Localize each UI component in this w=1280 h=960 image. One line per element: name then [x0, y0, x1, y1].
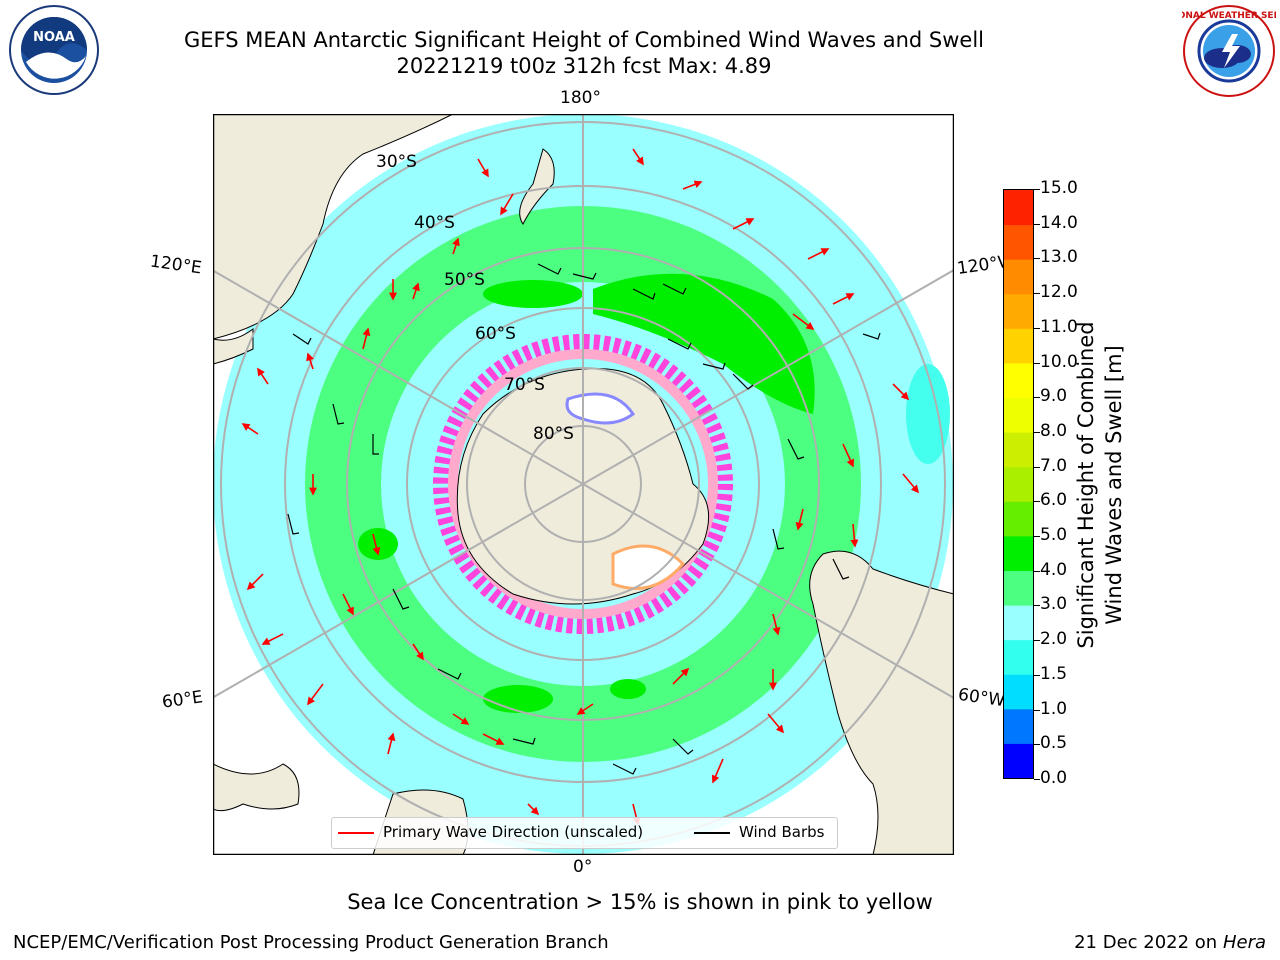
colorbar-segment [1004, 259, 1033, 295]
colorbar-tick-mark [1034, 397, 1040, 399]
colorbar-segment [1004, 605, 1033, 641]
colorbar-tick-mark [1034, 536, 1040, 538]
wind-barbs-legend-line [694, 832, 730, 834]
colorbar-segment [1004, 293, 1033, 329]
lat-label-80s: 80°S [533, 424, 574, 444]
footer-producer: NCEP/EMC/Verification Post Processing Pr… [13, 932, 609, 953]
nws-logo-icon: NATIONAL WEATHER SERVICE [1182, 5, 1276, 97]
colorbar-tick-label: 8.0 [1040, 420, 1068, 441]
colorbar-tick-mark [1034, 674, 1040, 676]
colorbar-tick-mark [1034, 258, 1040, 260]
colorbar-tick-label: 11.0 [1040, 316, 1078, 337]
map-legend: Primary Wave Direction (unscaled) Wind B… [331, 817, 838, 849]
lon-label-120e: 120°E [148, 251, 203, 279]
colorbar-tick-mark [1034, 431, 1040, 433]
colorbar-segment [1004, 224, 1033, 260]
colorbar-tick-label: 14.0 [1040, 212, 1078, 233]
lat-label-40s: 40°S [414, 213, 455, 233]
wind-barbs-legend-label: Wind Barbs [739, 823, 825, 841]
sea-ice-note: Sea Ice Concentration > 15% is shown in … [347, 890, 933, 914]
colorbar-segment [1004, 674, 1033, 710]
colorbar-label: Significant Height of Combined Wind Wave… [1074, 321, 1126, 649]
colorbar-segment [1004, 570, 1033, 606]
footer-date: 21 Dec 2022 on Hera [1074, 932, 1266, 953]
lat-label-70s: 70°S [504, 375, 545, 395]
colorbar-tick-mark [1034, 362, 1040, 364]
map-title: GEFS MEAN Antarctic Significant Height o… [183, 28, 985, 52]
colorbar-tick-label: 9.0 [1040, 386, 1068, 407]
colorbar-tick-label: 1.0 [1040, 698, 1068, 719]
lon-label-180: 180° [560, 88, 601, 108]
colorbar-tick-mark [1034, 189, 1040, 190]
lon-label-0: 0° [573, 857, 593, 877]
colorbar-segment [1004, 743, 1033, 778]
lon-label-60w: 60°W [956, 684, 1007, 712]
colorbar-tick-mark [1034, 744, 1040, 746]
colorbar-tick-mark [1034, 640, 1040, 642]
colorbar-segment [1004, 466, 1033, 502]
colorbar-tick-label: 2.0 [1040, 629, 1068, 650]
colorbar-segment [1004, 190, 1033, 226]
colorbar-tick-label: 0.5 [1040, 733, 1068, 754]
colorbar-segment [1004, 397, 1033, 433]
lat-label-30s: 30°S [376, 152, 417, 172]
polar-map [213, 114, 954, 855]
lon-label-60e: 60°E [160, 687, 205, 713]
lat-label-60s: 60°S [475, 324, 516, 344]
colorbar-tick-mark [1034, 570, 1040, 572]
colorbar-tick-mark [1034, 293, 1040, 295]
colorbar-tick-label: 15.0 [1040, 178, 1078, 198]
colorbar-segment [1004, 535, 1033, 571]
colorbar-tick-label: 6.0 [1040, 490, 1068, 511]
lat-label-50s: 50°S [444, 270, 485, 290]
colorbar-tick-label: 3.0 [1040, 594, 1068, 615]
colorbar-tick-mark [1034, 501, 1040, 503]
colorbar-segment [1004, 362, 1033, 399]
forecast-subtitle: 20221219 t00z 312h fcst Max: 4.89 [396, 54, 772, 78]
colorbar-tick-mark [1034, 466, 1040, 468]
colorbar-tick-label: 5.0 [1040, 525, 1068, 546]
colorbar-tick-label: 7.0 [1040, 455, 1068, 476]
colorbar-tick-mark [1034, 779, 1040, 780]
colorbar-tick-mark [1034, 223, 1040, 225]
wave-direction-legend-line [338, 832, 374, 834]
colorbar-segment [1004, 639, 1033, 675]
colorbar-tick-label: 1.5 [1040, 663, 1068, 684]
wind-barbs [287, 263, 881, 775]
colorbar-tick-mark [1034, 605, 1040, 607]
colorbar-tick-label: 10.0 [1040, 351, 1078, 372]
colorbar-tick-label: 4.0 [1040, 559, 1068, 580]
wave-direction-legend-label: Primary Wave Direction (unscaled) [383, 823, 644, 841]
wave-direction-arrows [241, 148, 920, 826]
colorbar-segment [1004, 501, 1033, 537]
colorbar-tick-label: 13.0 [1040, 247, 1078, 268]
noaa-logo-icon: NOAA [9, 5, 99, 95]
colorbar-tick-label: 12.0 [1040, 282, 1078, 303]
footer-host: Hera [1222, 932, 1266, 953]
colorbar [1003, 189, 1034, 779]
colorbar-tick-label: 0.0 [1040, 768, 1068, 788]
colorbar-tick-mark [1034, 709, 1040, 711]
noaa-logo-text: NOAA [33, 30, 75, 45]
colorbar-segment [1004, 328, 1033, 364]
colorbar-segment [1004, 432, 1033, 468]
svg-text:NATIONAL WEATHER SERVICE: NATIONAL WEATHER SERVICE [1182, 11, 1276, 21]
colorbar-segment [1004, 708, 1033, 744]
colorbar-tick-mark [1034, 327, 1040, 329]
